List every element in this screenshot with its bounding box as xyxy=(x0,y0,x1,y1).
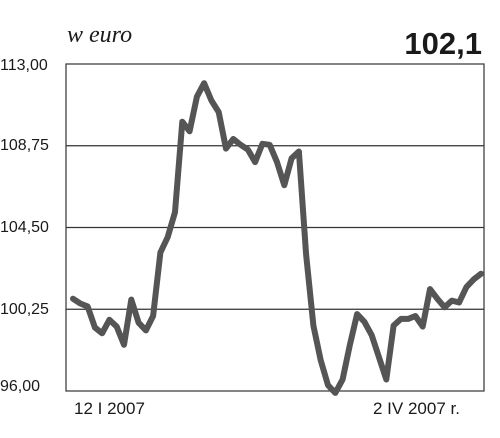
y-tick-label: 113,00 xyxy=(0,57,48,74)
grid-lines xyxy=(66,145,484,310)
x-tick-label-start: 12 I 2007 xyxy=(74,399,145,418)
series-line xyxy=(70,80,484,396)
x-tick-label-end: 2 IV 2007 r. xyxy=(373,399,460,418)
y-tick-label: 96,00 xyxy=(0,378,41,395)
unit-label: w euro xyxy=(67,22,133,48)
y-tick-label: 100,25 xyxy=(0,301,49,318)
y-tick-label: 108,75 xyxy=(0,137,49,154)
y-tick-label: 104,50 xyxy=(0,219,49,236)
series-layer xyxy=(70,80,484,396)
last-value-label: 102,1 xyxy=(404,26,482,61)
